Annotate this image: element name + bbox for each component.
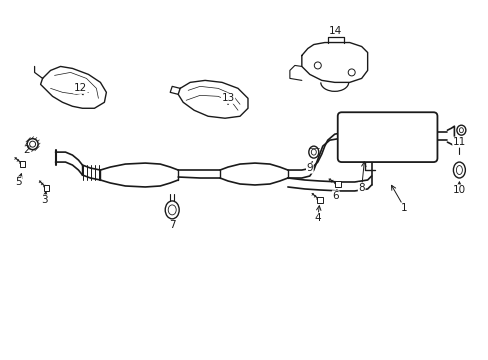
Text: 10: 10: [452, 185, 465, 195]
Text: 8: 8: [358, 183, 364, 193]
Bar: [316, 197, 322, 203]
FancyBboxPatch shape: [337, 112, 437, 162]
Bar: [20, 161, 25, 167]
Text: 12: 12: [74, 84, 87, 93]
Text: 7: 7: [168, 220, 175, 230]
Text: 11: 11: [452, 137, 465, 147]
Text: 2: 2: [23, 145, 30, 155]
Text: 9: 9: [306, 163, 312, 173]
Bar: [44, 185, 49, 191]
Text: 13: 13: [221, 93, 234, 103]
Bar: [334, 181, 340, 187]
Text: 6: 6: [332, 191, 338, 201]
Text: 14: 14: [328, 26, 342, 36]
Text: 1: 1: [401, 203, 407, 213]
Text: 5: 5: [15, 177, 22, 187]
Text: 3: 3: [41, 195, 48, 205]
Text: 4: 4: [314, 213, 321, 223]
